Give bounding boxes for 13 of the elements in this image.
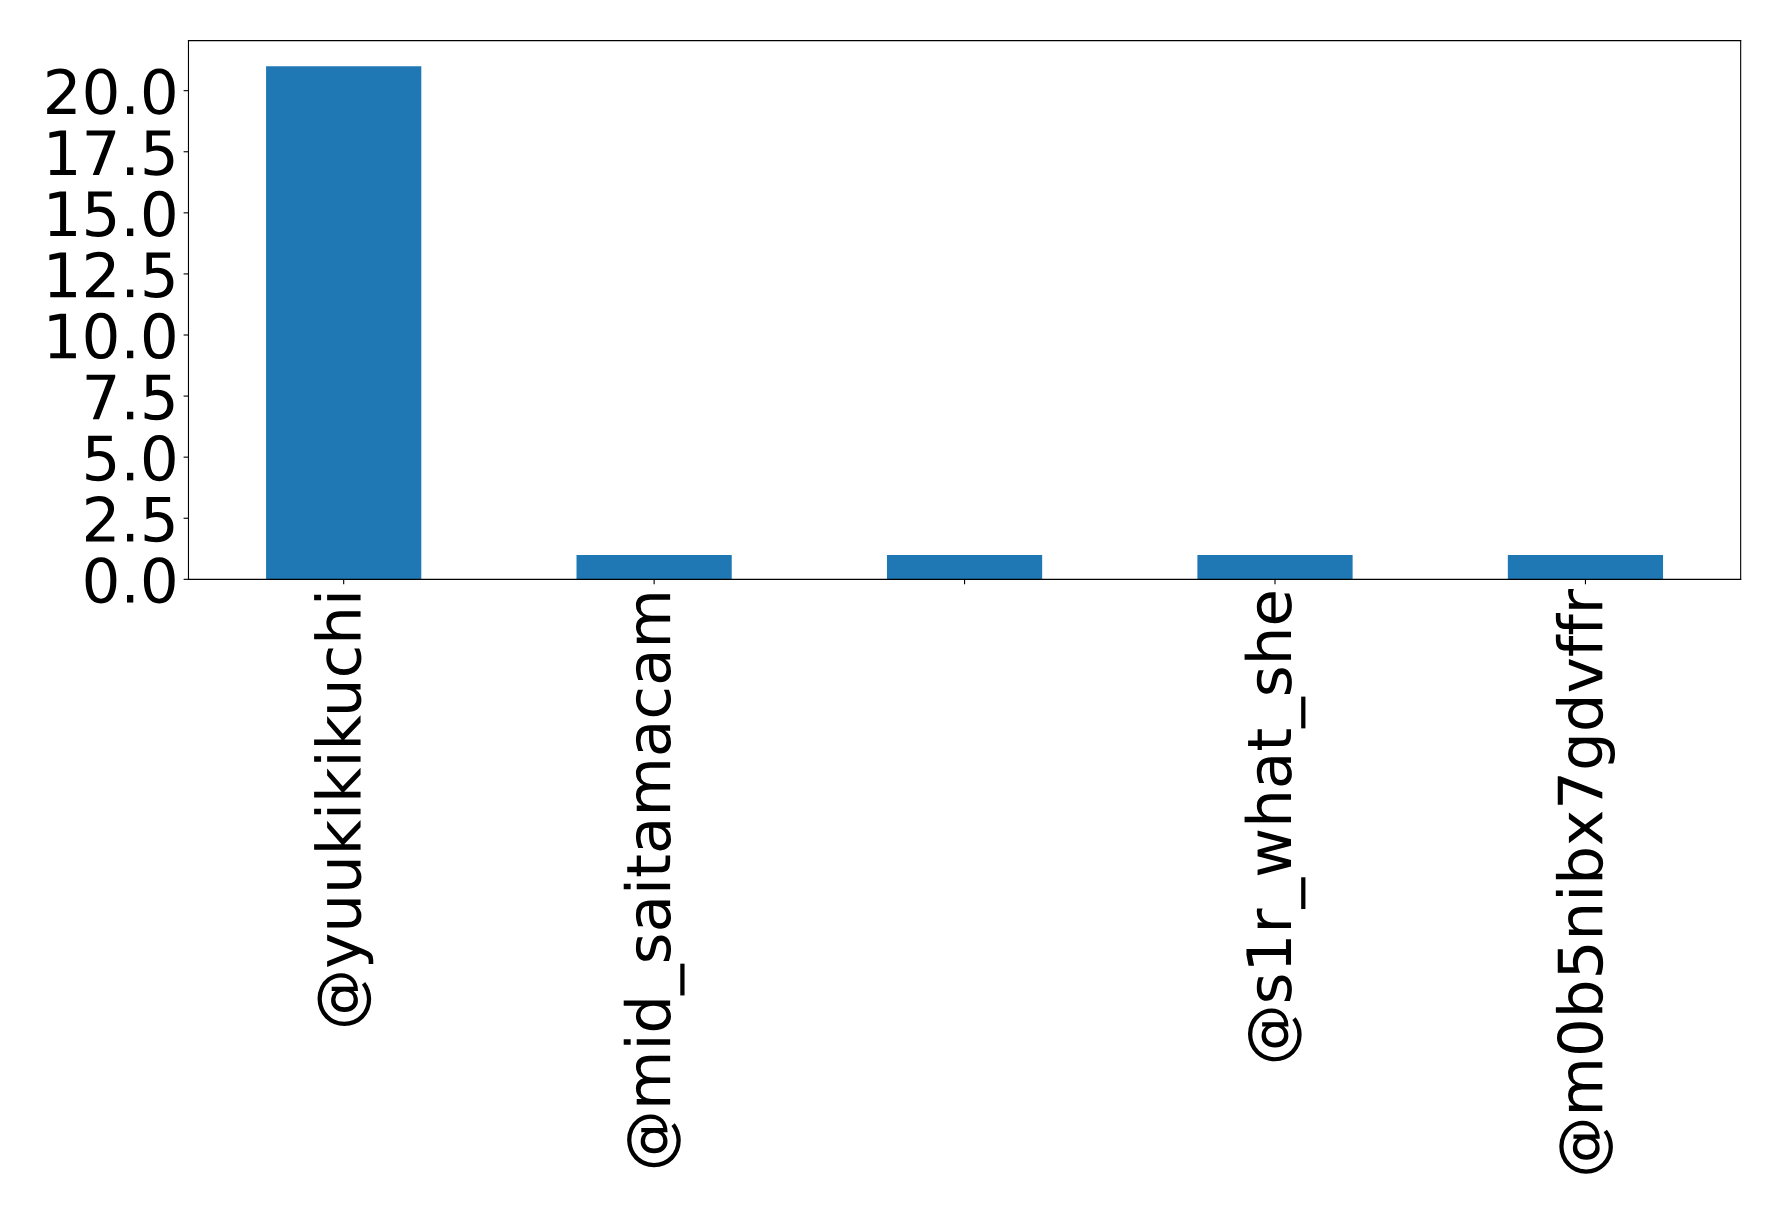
y-tick-label: 12.5 [49, 251, 174, 299]
x-tick-label: @s1r_what_she [1244, 592, 1306, 1062]
x-tick-label: @mid_saitamacam [623, 594, 685, 1168]
x-tick-label: @yuukikikuchi [314, 594, 374, 1027]
y-tick-label: 10.0 [49, 312, 175, 360]
y-tick-label: 7.5 [86, 374, 174, 421]
x-tick-label: @m0b5nibx7gdvffr [1555, 589, 1616, 1174]
y-tick-label: 17.5 [49, 130, 174, 176]
y-tick-label: 5.0 [86, 435, 175, 482]
y-tick-label: 0.0 [85, 557, 175, 604]
y-tick-label: 2.5 [86, 496, 174, 543]
y-tick-label: 20.0 [47, 68, 175, 115]
y-tick-label: 15.0 [49, 190, 175, 237]
